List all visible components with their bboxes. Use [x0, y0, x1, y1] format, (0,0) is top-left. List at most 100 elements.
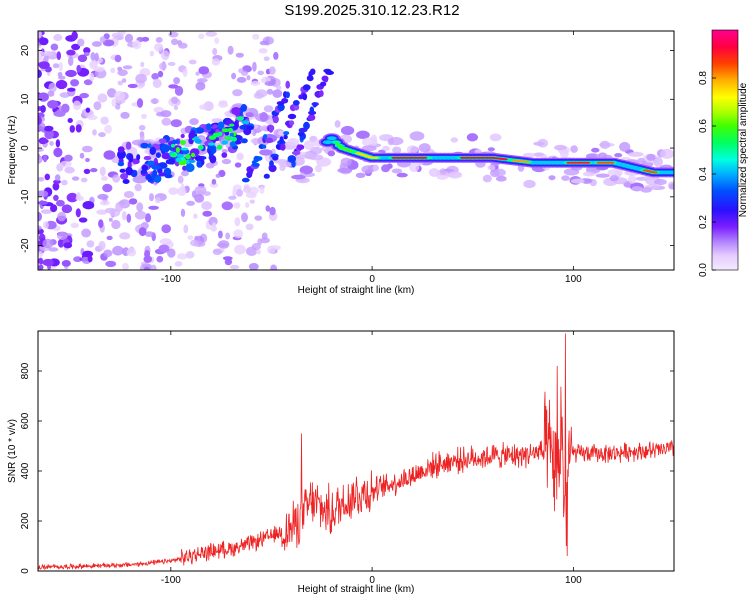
heatmap-cell [599, 140, 611, 149]
heatmap-cell [225, 232, 231, 240]
heatmap-cell [263, 105, 274, 113]
heatmap-cell [187, 235, 194, 240]
snr-xlabel: Height of straight line (km) [298, 584, 415, 595]
heatmap-cell [243, 186, 251, 193]
heatmap-cell [126, 248, 137, 257]
heatmap-cell [206, 123, 212, 131]
heatmap-cell [308, 154, 324, 161]
colorbar-tick-label: 0.8 [698, 71, 709, 85]
colorbar-tick-label: 0.2 [698, 215, 709, 229]
heatmap-cell [224, 131, 230, 136]
heatmap-cell [66, 192, 79, 203]
heatmap-cell [61, 260, 71, 267]
heatmap-cell [294, 154, 309, 159]
heatmap-cell [202, 210, 212, 217]
heatmap-cell [150, 264, 157, 270]
heatmap-cell [50, 43, 59, 51]
heatmap-cell [190, 152, 196, 158]
heatmap-cell [214, 37, 220, 44]
heatmap-cell [141, 164, 148, 172]
heatmap-cell [85, 107, 91, 113]
x-tick-label: -100 [161, 575, 181, 586]
heatmap-cell [252, 33, 260, 40]
heatmap-cell [259, 125, 270, 131]
heatmap-cell [101, 176, 108, 181]
heatmap-cell [63, 242, 73, 249]
heatmap-cell [269, 206, 276, 216]
heatmap-cell [571, 178, 585, 184]
heatmap-cell [327, 150, 336, 157]
heatmap-cell [38, 92, 49, 102]
heatmap-cell [322, 140, 333, 145]
colorbar-tick-label: 0.6 [698, 119, 709, 133]
figure-title: S199.2025.310.12.23.R12 [284, 2, 459, 19]
heatmap-cell [236, 152, 244, 161]
heatmap-cell [646, 153, 656, 161]
heatmap-cell [152, 78, 162, 88]
heatmap-cell [56, 199, 65, 207]
heatmap-cell [73, 256, 82, 263]
heatmap-cell [212, 124, 219, 129]
heatmap-cell [331, 140, 340, 144]
heatmap-cell [65, 69, 77, 78]
heatmap-cell [40, 138, 49, 144]
heatmap-cell [190, 239, 199, 247]
heatmap-cell [182, 68, 188, 77]
heatmap-cell [533, 141, 545, 146]
heatmap-cell [250, 80, 261, 86]
heatmap-cell [276, 85, 282, 90]
heatmap-cell [272, 115, 279, 124]
heatmap-cell [157, 70, 164, 78]
heatmap-cell [309, 106, 315, 114]
heatmap-cell [79, 152, 85, 159]
heatmap-cell [98, 240, 106, 251]
heatmap-cell [115, 104, 121, 110]
heatmap-cell [82, 201, 95, 210]
heatmap-cell [159, 138, 167, 144]
heatmap-cell [180, 156, 185, 161]
heatmap-cell [121, 211, 127, 221]
x-tick-label: 0 [369, 274, 375, 285]
heatmap-cell [57, 231, 68, 240]
heatmap-cell [155, 37, 163, 43]
heatmap-cell [134, 183, 142, 192]
heatmap-cell [229, 141, 236, 147]
heatmap-cell [106, 88, 117, 98]
heatmap-cell [246, 75, 251, 81]
heatmap-cell [233, 202, 241, 209]
heatmap-cell [173, 105, 179, 111]
heatmap-cell [231, 72, 237, 80]
heatmap-cell [151, 73, 160, 80]
heatmap-cell [144, 213, 152, 223]
heatmap-cell [340, 125, 355, 136]
heatmap-cell [216, 144, 223, 150]
heatmap-cell [236, 189, 243, 197]
heatmap-cell [320, 81, 327, 87]
heatmap-cell [102, 183, 113, 193]
heatmap-cell [234, 244, 246, 255]
heatmap-cell [79, 92, 89, 99]
heatmap-cell [117, 69, 128, 76]
heatmap-cell [55, 139, 61, 148]
heatmap-cell [60, 160, 72, 168]
heatmap-cell [466, 133, 478, 142]
heatmap-cell [199, 104, 208, 110]
heatmap-cell [218, 230, 223, 239]
heatmap-cell [392, 146, 402, 154]
heatmap-cell [111, 98, 117, 107]
heatmap-cell [355, 172, 366, 178]
heatmap-cell [171, 139, 180, 144]
heatmap-cell [299, 165, 313, 175]
heatmap-cell [77, 54, 88, 63]
heatmap-cell [257, 70, 265, 76]
heatmap-cell [218, 101, 229, 108]
heatmap-cell [221, 201, 233, 211]
heatmap-cell [42, 51, 54, 56]
heatmap-cell [312, 102, 317, 108]
heatmap-cell [268, 125, 274, 133]
heatmap-cell [105, 260, 117, 268]
heatmap-cell [128, 198, 138, 205]
heatmap-cell [173, 77, 181, 85]
heatmap-cell [239, 124, 248, 130]
heatmap-cell [106, 235, 113, 241]
